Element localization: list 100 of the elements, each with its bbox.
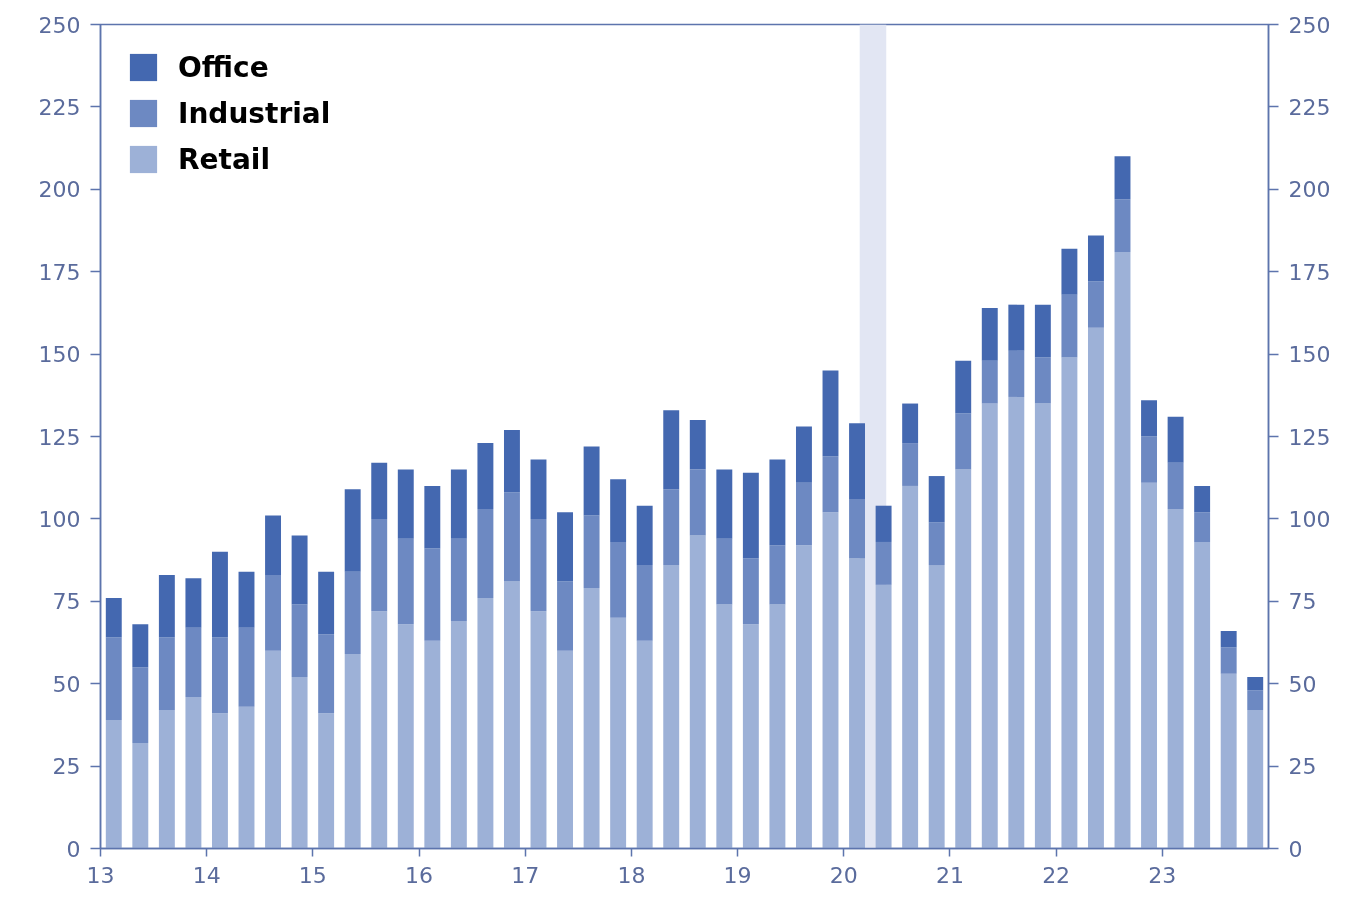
bar xyxy=(238,627,255,707)
bar xyxy=(1167,509,1184,849)
x-tick-label: 22 xyxy=(1042,862,1071,888)
bar xyxy=(265,515,282,575)
bar xyxy=(211,637,228,714)
bar xyxy=(822,370,839,457)
bar xyxy=(105,719,122,849)
y2-tick-label: 200 xyxy=(1288,177,1331,203)
y-tick-label: 75 xyxy=(52,589,81,615)
y2-tick-label: 0 xyxy=(1288,836,1303,862)
bar xyxy=(1114,199,1131,252)
legend-label: Office xyxy=(178,50,269,84)
bar xyxy=(1141,400,1158,437)
bar xyxy=(928,522,945,566)
bar xyxy=(981,307,998,361)
y2-tick-label: 25 xyxy=(1288,754,1317,780)
bar xyxy=(636,640,653,849)
bar xyxy=(769,459,786,546)
y-tick-label: 100 xyxy=(38,506,81,532)
bar xyxy=(503,581,520,849)
bar xyxy=(902,403,919,444)
y-tick-label: 225 xyxy=(38,94,81,120)
x-tick-label: 20 xyxy=(829,862,858,888)
bar xyxy=(1141,436,1158,483)
bar xyxy=(105,637,122,720)
bar xyxy=(822,456,839,513)
bar xyxy=(450,621,467,849)
bar xyxy=(450,469,467,539)
bar xyxy=(1194,541,1211,849)
bar xyxy=(185,627,202,697)
bar xyxy=(424,485,441,549)
bar xyxy=(1008,350,1025,397)
y2-tick-label: 150 xyxy=(1288,342,1331,368)
bar xyxy=(238,571,255,628)
bar xyxy=(742,472,759,559)
bar xyxy=(849,558,866,849)
bar xyxy=(636,505,653,566)
bar xyxy=(1220,673,1237,849)
bar xyxy=(795,482,812,546)
bar xyxy=(928,565,945,849)
bar xyxy=(769,604,786,849)
bar xyxy=(318,713,335,849)
x-tick-label: 14 xyxy=(192,862,221,888)
bar xyxy=(291,604,308,678)
bar xyxy=(1247,710,1264,849)
bar xyxy=(158,710,175,849)
bar xyxy=(769,545,786,605)
bar xyxy=(132,743,149,849)
y-tick-label: 125 xyxy=(38,424,81,450)
bar xyxy=(344,571,361,655)
bar xyxy=(849,499,866,559)
bar xyxy=(1114,251,1131,849)
bar xyxy=(583,588,600,849)
x-tick-label: 15 xyxy=(298,862,327,888)
bar xyxy=(1061,294,1078,358)
bar xyxy=(663,565,680,849)
bar xyxy=(424,548,441,641)
y-tick-label: 25 xyxy=(52,754,81,780)
x-tick-label: 21 xyxy=(935,862,964,888)
bar xyxy=(822,512,839,849)
y-tick-label: 0 xyxy=(66,836,81,862)
bar xyxy=(1008,396,1025,849)
bar xyxy=(371,518,388,612)
y-tick-label: 200 xyxy=(38,177,81,203)
bar xyxy=(742,558,759,625)
bar xyxy=(1061,248,1078,295)
bar xyxy=(716,604,733,849)
bar xyxy=(344,654,361,849)
bar xyxy=(557,650,574,849)
bar xyxy=(610,541,627,618)
bar xyxy=(477,509,494,598)
bar xyxy=(530,518,547,612)
y2-tick-label: 100 xyxy=(1288,506,1331,532)
bar xyxy=(1034,357,1051,404)
bar xyxy=(318,634,335,714)
bar xyxy=(397,469,414,539)
bar xyxy=(503,429,520,493)
y2-tick-label: 125 xyxy=(1288,424,1331,450)
bar xyxy=(689,469,706,536)
bar xyxy=(689,420,706,470)
bar xyxy=(875,584,892,849)
y-tick-label: 150 xyxy=(38,342,81,368)
bar xyxy=(185,696,202,849)
bar xyxy=(663,410,680,490)
y2-tick-label: 250 xyxy=(1288,12,1331,38)
bar xyxy=(902,485,919,849)
bar xyxy=(1087,327,1104,849)
bar xyxy=(1220,647,1237,674)
bar xyxy=(397,624,414,849)
bar xyxy=(1141,482,1158,849)
bar xyxy=(955,360,972,414)
y-tick-label: 250 xyxy=(38,12,81,38)
bar xyxy=(902,443,919,486)
bar xyxy=(1087,281,1104,328)
bar xyxy=(663,489,680,566)
bar xyxy=(636,565,653,641)
bar xyxy=(742,624,759,849)
bar xyxy=(1220,630,1237,648)
bar xyxy=(132,624,149,668)
bar xyxy=(610,479,627,542)
